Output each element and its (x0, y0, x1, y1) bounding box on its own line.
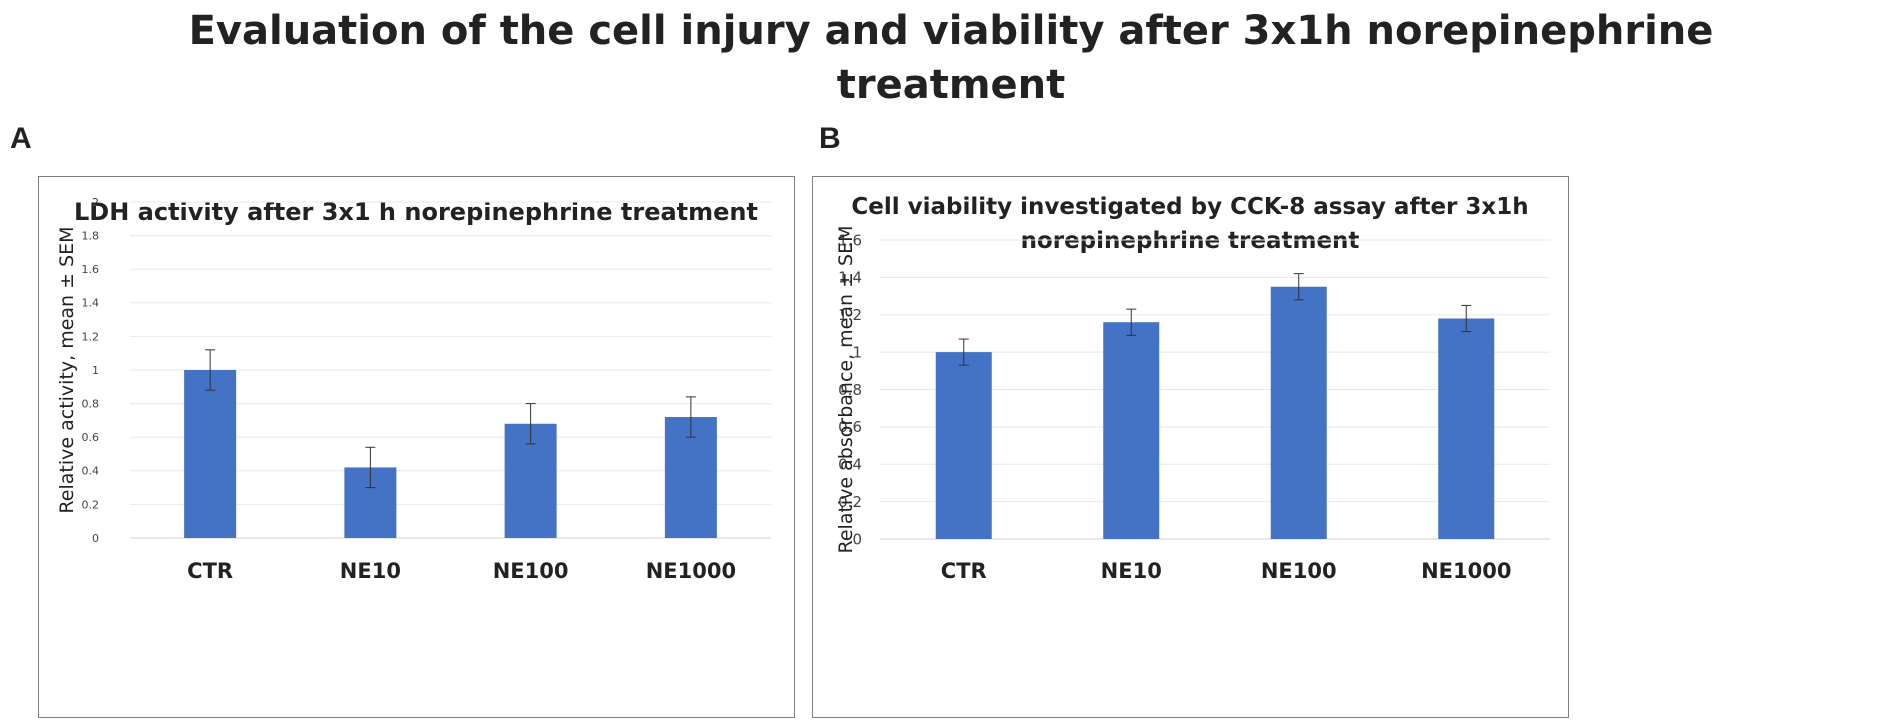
chart-b-y-tick-label: 0 (852, 530, 862, 548)
panel-a-label: A (10, 122, 32, 155)
chart-b-y-tick-label: 0.8 (838, 381, 862, 399)
chart-b-category-label: CTR (941, 559, 987, 583)
panel-b-label: B (819, 122, 841, 155)
chart-a-category-label: NE10 (340, 559, 401, 583)
chart-a-bar-ctr (184, 370, 237, 538)
chart-b-category-label: NE1000 (1421, 559, 1511, 583)
chart-a-y-tick-label: 1.2 (82, 330, 100, 343)
chart-b-y-tick-label: 1.2 (838, 306, 862, 324)
chart-a-title-line-1: LDH activity after 3x1 h norepinephrine … (74, 198, 758, 226)
chart-a-y-tick-label: 0.6 (82, 431, 100, 444)
chart-a-category-label: NE100 (493, 559, 569, 583)
chart-a-y-tick-label: 0.4 (82, 465, 100, 478)
figure-title-line-1: Evaluation of the cell injury and viabil… (188, 8, 1714, 54)
chart-b-bar-ne1000 (1438, 318, 1495, 539)
chart-b-title-line-2: norepinephrine treatment (1021, 228, 1360, 254)
chart-a-y-tick-label: 1.8 (82, 229, 100, 242)
chart-b-y-tick-label: 0.4 (838, 456, 862, 474)
chart-a-y-tick-label: 0.8 (82, 397, 100, 410)
chart-b-y-axis-label: Relative absorbance, mean ± SEM (835, 225, 857, 553)
chart-a-y-tick-label: 2 (92, 196, 99, 209)
chart-b-bar-ctr (935, 352, 992, 539)
chart-b-y-tick-label: 1.6 (838, 231, 862, 249)
chart-b-y-tick-label: 1.4 (838, 269, 862, 287)
chart-b-y-tick-label: 0.6 (838, 418, 862, 436)
chart-b-bar-ne100 (1270, 286, 1327, 539)
chart-b-bar-ne10 (1103, 322, 1160, 539)
chart-b-category-label: NE10 (1101, 559, 1162, 583)
chart-a-y-tick-label: 1.6 (82, 263, 100, 276)
chart-a-y-tick-label: 1.4 (82, 297, 100, 310)
chart-a-y-tick-label: 1 (92, 364, 99, 377)
chart-a-category-label: CTR (187, 559, 233, 583)
chart-b-category-label: NE100 (1261, 559, 1337, 583)
ldh-activity-chart: LDH activity after 3x1 h norepinephrine … (56, 196, 771, 583)
chart-b-title-line-1: Cell viability investigated by CCK-8 ass… (851, 194, 1528, 220)
figure-title-line-2: treatment (836, 62, 1066, 108)
chart-b-y-tick-label: 1 (852, 343, 862, 361)
chart-a-category-label: NE1000 (646, 559, 736, 583)
chart-a-y-tick-label: 0.2 (82, 498, 100, 511)
cell-viability-chart: Cell viability investigated by CCK-8 ass… (835, 194, 1550, 583)
chart-b-y-tick-label: 0.2 (838, 493, 862, 511)
chart-a-y-tick-label: 0 (92, 532, 99, 545)
chart-a-y-axis-label: Relative activity, mean ± SEM (56, 226, 78, 513)
